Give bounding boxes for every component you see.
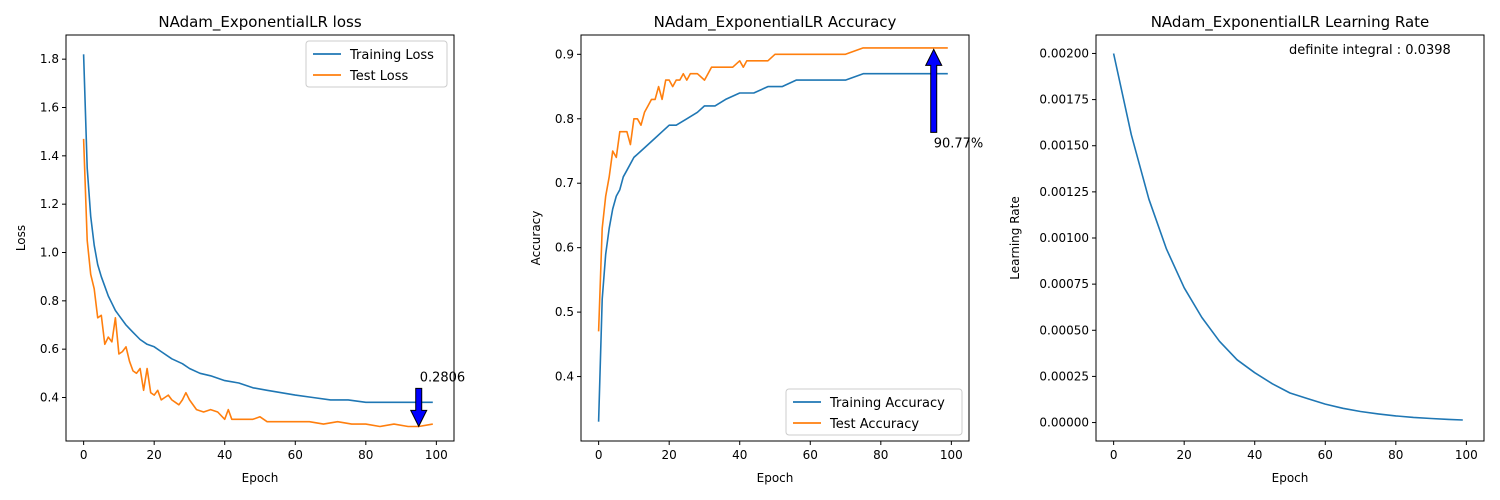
- x-tick-label: 40: [732, 448, 747, 462]
- y-tick-label: 0.00050: [1039, 323, 1089, 337]
- y-tick-label: 0.00025: [1039, 369, 1089, 383]
- x-tick-label: 100: [425, 448, 448, 462]
- y-tick-label: 0.4: [40, 391, 59, 405]
- legend-label: Test Accuracy: [829, 417, 919, 432]
- y-tick-label: 0.00100: [1039, 231, 1089, 245]
- chart-panel-1: NAdam_ExponentialLR Accuracy Epoch Accurac…: [529, 13, 983, 485]
- y-tick-label: 0.00150: [1039, 139, 1089, 153]
- annotation-arrow: 0.2806: [409, 370, 466, 428]
- y-tick-label: 0.4: [555, 370, 574, 384]
- x-tick-label: 20: [1177, 448, 1192, 462]
- x-tick-label: 100: [1455, 448, 1478, 462]
- x-axis-label: Epoch: [242, 471, 279, 485]
- legend: Training Loss Test Loss: [305, 40, 448, 88]
- y-tick-label: 0.7: [555, 176, 574, 190]
- x-tick-label: 20: [147, 448, 162, 462]
- y-axis-label: Learning Rate: [1008, 196, 1022, 279]
- legend: Training Accuracy Test Accuracy: [785, 388, 963, 436]
- legend-label: Training Loss: [349, 48, 434, 63]
- annotation-arrow: 90.77%: [924, 48, 984, 151]
- series-line-training-accuracy: [597, 72, 948, 422]
- y-tick-label: 1.8: [40, 52, 59, 66]
- x-tick-label: 100: [940, 448, 963, 462]
- x-tick-label: 80: [1388, 448, 1403, 462]
- annotation-arrow-shape: [409, 387, 428, 428]
- series-line-test-accuracy: [597, 47, 948, 332]
- y-tick-label: 0.00175: [1039, 93, 1089, 107]
- x-tick-label: 0: [1110, 448, 1118, 462]
- annotation-label: 0.2806: [420, 370, 466, 385]
- legend-label: Training Accuracy: [829, 396, 945, 411]
- x-tick-label: 40: [217, 448, 232, 462]
- axes-frame: [65, 34, 455, 442]
- x-axis-label: Epoch: [757, 471, 794, 485]
- series-line-test-loss: [82, 138, 433, 428]
- y-tick-label: 0.00000: [1039, 416, 1089, 430]
- x-tick-label: 60: [1318, 448, 1333, 462]
- y-tick-label: 1.2: [40, 197, 59, 211]
- x-tick-label: 40: [1247, 448, 1262, 462]
- y-axis-label: Loss: [14, 225, 28, 251]
- y-tick-label: 1.6: [40, 101, 59, 115]
- y-tick-label: 0.5: [555, 305, 574, 319]
- y-tick-label: 0.6: [555, 241, 574, 255]
- y-tick-label: 1.0: [40, 246, 59, 260]
- x-tick-label: 80: [873, 448, 888, 462]
- y-tick-label: 0.00200: [1039, 46, 1089, 60]
- y-tick-label: 1.4: [40, 149, 59, 163]
- x-tick-label: 60: [288, 448, 303, 462]
- x-tick-label: 80: [358, 448, 373, 462]
- legend-label: Test Loss: [349, 69, 408, 84]
- definite-integral-label: definite integral : 0.0398: [1289, 43, 1451, 58]
- series-line-training-loss: [82, 54, 433, 404]
- legend-box: [785, 388, 963, 436]
- legend-box: [305, 40, 448, 88]
- y-tick-label: 0.9: [555, 47, 574, 61]
- x-tick-label: 0: [595, 448, 603, 462]
- y-tick-label: 0.00125: [1039, 185, 1089, 199]
- x-axis-label: Epoch: [1272, 471, 1309, 485]
- annotation-arrow-shape: [924, 48, 943, 133]
- y-tick-label: 0.00075: [1039, 277, 1089, 291]
- chart-title: NAdam_ExponentialLR Accuracy: [654, 13, 897, 32]
- chart-title: NAdam_ExponentialLR loss: [158, 13, 361, 32]
- chart-title: NAdam_ExponentialLR Learning Rate: [1151, 13, 1430, 32]
- y-tick-label: 0.8: [555, 112, 574, 126]
- series-line-learning-rate: [1112, 53, 1463, 421]
- x-tick-label: 0: [80, 448, 88, 462]
- axes-frame: [1095, 34, 1485, 442]
- annotation-label: 90.77%: [934, 136, 984, 151]
- chart-panel-2: NAdam_ExponentialLR Learning Rate Epoch Le…: [1008, 13, 1485, 485]
- y-tick-label: 0.6: [40, 342, 59, 356]
- y-axis-label: Accuracy: [529, 211, 543, 266]
- x-tick-label: 60: [803, 448, 818, 462]
- axes-frame: [580, 34, 970, 442]
- y-tick-label: 0.8: [40, 294, 59, 308]
- chart-panel-0: NAdam_ExponentialLR loss Epoch Loss 0 20 40 60…: [14, 13, 465, 485]
- x-tick-label: 20: [662, 448, 677, 462]
